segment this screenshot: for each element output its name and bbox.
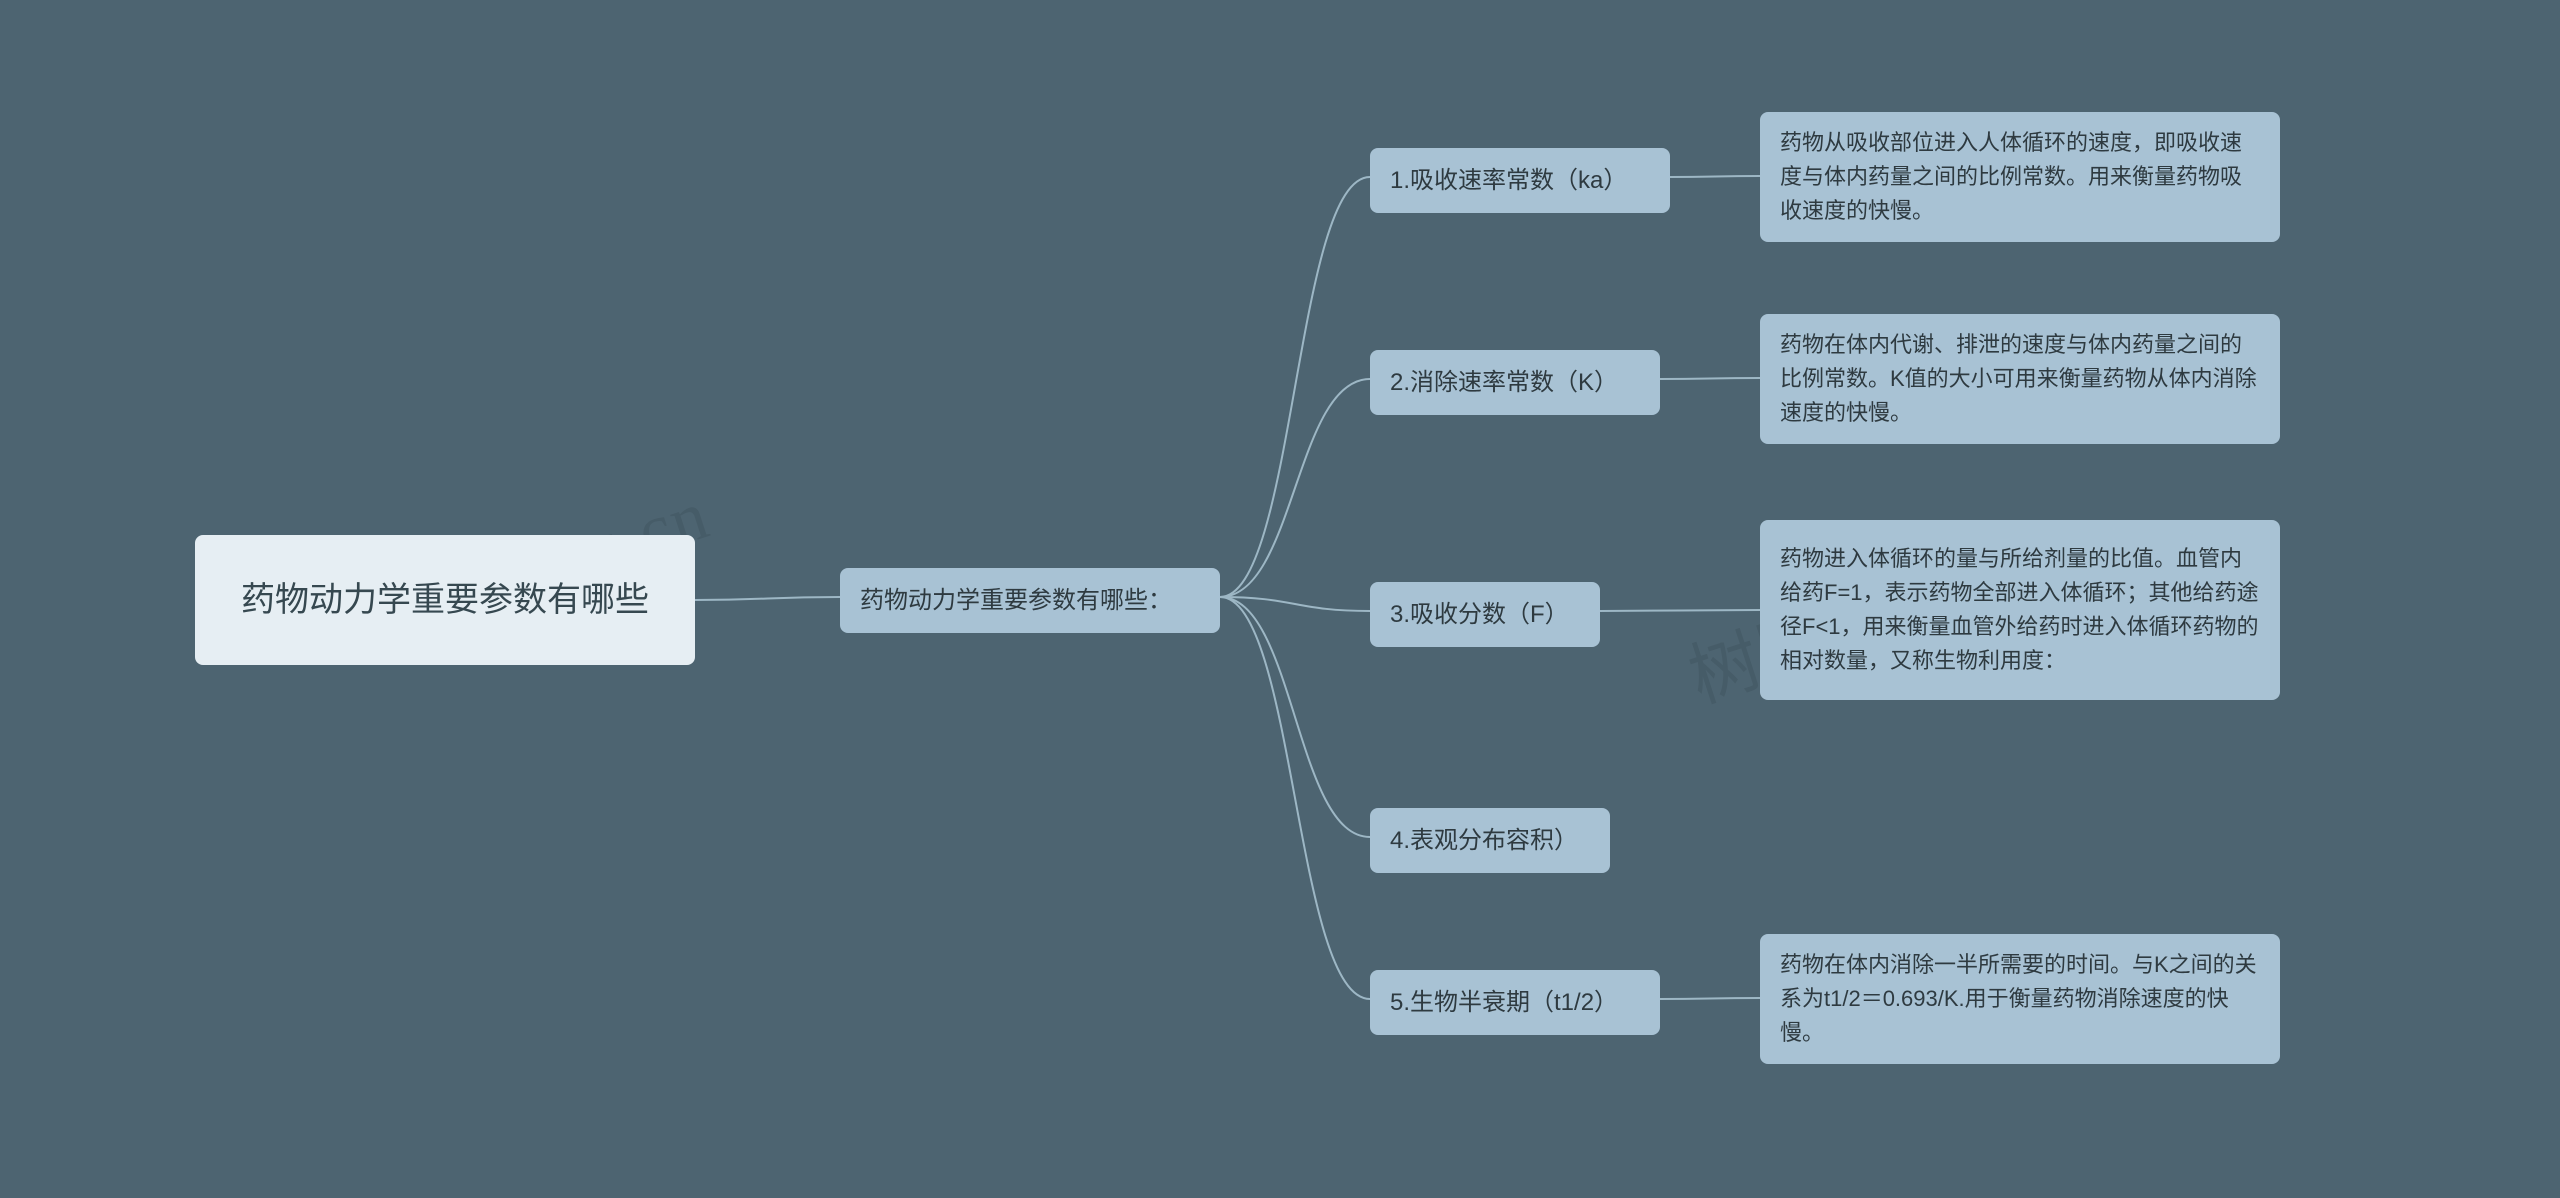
level2-node-1: 1.吸收速率常数（ka） [1370, 148, 1670, 213]
level3-node-2-label: 药物在体内代谢、排泄的速度与体内药量之间的比例常数。K值的大小可用来衡量药物从体… [1780, 328, 2260, 430]
root-node: 药物动力学重要参数有哪些 [195, 535, 695, 665]
level3-node-4: 药物在体内消除一半所需要的时间。与K之间的关系为t1/2＝0.693/K.用于衡… [1760, 934, 2280, 1064]
level2-node-3: 3.吸收分数（F） [1370, 582, 1600, 647]
level3-node-1: 药物从吸收部位进入人体循环的速度，即吸收速度与体内药量之间的比例常数。用来衡量药… [1760, 112, 2280, 242]
level2-node-4: 4.表观分布容积） [1370, 808, 1610, 873]
level2-node-5: 5.生物半衰期（t1/2） [1370, 970, 1660, 1035]
level2-node-2: 2.消除速率常数（K） [1370, 350, 1660, 415]
root-node-label: 药物动力学重要参数有哪些 [241, 574, 649, 627]
level3-node-3-label: 药物进入体循环的量与所给剂量的比值。血管内给药F=1，表示药物全部进入体循环；其… [1780, 542, 2260, 678]
level3-node-2: 药物在体内代谢、排泄的速度与体内药量之间的比例常数。K值的大小可用来衡量药物从体… [1760, 314, 2280, 444]
level3-node-1-label: 药物从吸收部位进入人体循环的速度，即吸收速度与体内药量之间的比例常数。用来衡量药… [1780, 126, 2260, 228]
level2-node-4-label: 4.表观分布容积） [1390, 822, 1578, 859]
level2-node-2-label: 2.消除速率常数（K） [1390, 364, 1618, 401]
mindmap-canvas: 树图 shutu.cn树图 shutu.cn药物动力学重要参数有哪些药物动力学重… [0, 0, 2560, 1198]
level3-node-3: 药物进入体循环的量与所给剂量的比值。血管内给药F=1，表示药物全部进入体循环；其… [1760, 520, 2280, 700]
level1-node-label: 药物动力学重要参数有哪些： [860, 582, 1172, 619]
level1-node: 药物动力学重要参数有哪些： [840, 568, 1220, 633]
level3-node-4-label: 药物在体内消除一半所需要的时间。与K之间的关系为t1/2＝0.693/K.用于衡… [1780, 948, 2260, 1050]
level2-node-1-label: 1.吸收速率常数（ka） [1390, 162, 1627, 199]
level2-node-5-label: 5.生物半衰期（t1/2） [1390, 984, 1618, 1021]
level2-node-3-label: 3.吸收分数（F） [1390, 596, 1569, 633]
